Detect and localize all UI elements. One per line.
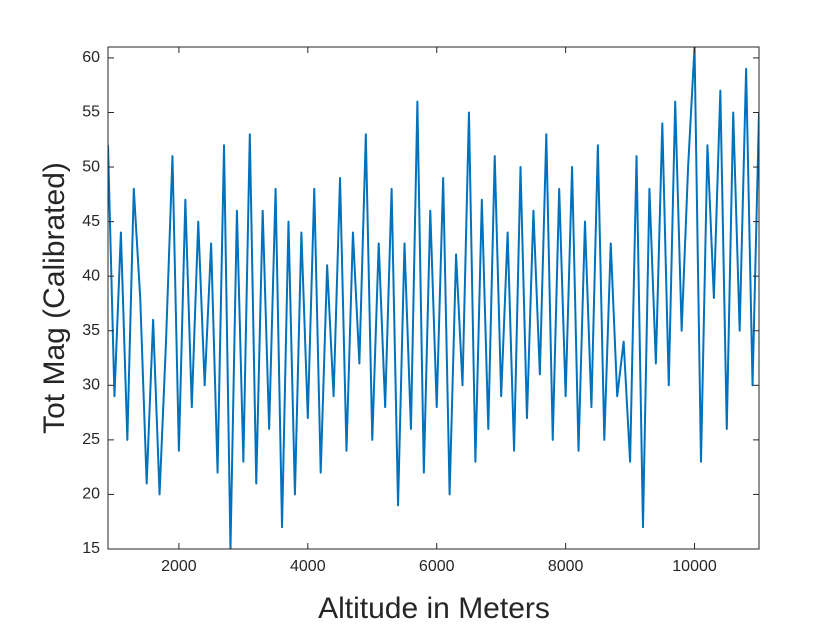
x-tick-label: 6000 — [419, 558, 455, 575]
y-tick-label: 25 — [82, 431, 100, 448]
x-axis-label: Altitude in Meters — [318, 592, 550, 625]
y-tick-label: 35 — [82, 322, 100, 339]
data-line — [108, 47, 759, 549]
y-tick-label: 60 — [82, 49, 100, 66]
y-axis-label: Tot Mag (Calibrated) — [38, 162, 71, 434]
x-tick-label: 4000 — [290, 558, 326, 575]
y-tick-label: 20 — [82, 486, 100, 503]
y-tick-label: 55 — [82, 104, 100, 121]
y-tick-label: 30 — [82, 377, 100, 394]
y-tick-label: 40 — [82, 267, 100, 284]
x-tick-label: 2000 — [161, 558, 197, 575]
x-tick-label: 8000 — [548, 558, 584, 575]
y-tick-label: 50 — [82, 158, 100, 175]
plot-frame — [107, 46, 760, 550]
y-tick-label: 15 — [82, 540, 100, 557]
x-tick-label: 10000 — [672, 558, 717, 575]
y-tick-label: 45 — [82, 213, 100, 230]
